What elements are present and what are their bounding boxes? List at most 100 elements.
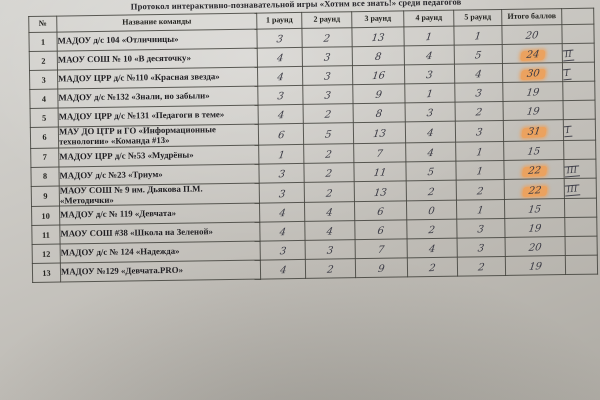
round-score: 2 bbox=[303, 162, 355, 183]
total-score: 20 bbox=[505, 236, 566, 257]
round-score: 5 bbox=[405, 160, 457, 181]
place-margin-cell: III bbox=[563, 158, 597, 179]
round-score: 1 bbox=[455, 141, 504, 161]
row-number: 12 bbox=[32, 244, 61, 264]
handwritten-score: 6 bbox=[277, 129, 285, 142]
handwritten-score: 4 bbox=[426, 127, 435, 140]
round-score: 3 bbox=[259, 182, 305, 204]
round-score: 2 bbox=[406, 219, 458, 240]
place-margin-cell: I bbox=[563, 119, 596, 141]
row-number: 13 bbox=[32, 263, 61, 283]
round-score: 5 bbox=[454, 44, 503, 65]
handwritten-score: 2 bbox=[324, 109, 333, 121]
handwritten-total: 15 bbox=[526, 145, 541, 158]
round-score: 2 bbox=[301, 27, 353, 48]
handwritten-total: 19 bbox=[526, 106, 541, 118]
place-margin-cell bbox=[564, 217, 598, 237]
handwritten-score: 2 bbox=[428, 263, 437, 275]
round-score: 4 bbox=[258, 104, 304, 125]
row-number: 8 bbox=[30, 166, 60, 187]
handwritten-score: 9 bbox=[375, 89, 383, 101]
handwritten-score: 3 bbox=[323, 52, 332, 64]
place-margin-cell: II bbox=[562, 43, 595, 63]
round-score: 0 bbox=[406, 200, 457, 221]
handwritten-score: 4 bbox=[276, 53, 284, 65]
handwritten-score: 9 bbox=[377, 263, 386, 276]
round-score: 4 bbox=[259, 221, 306, 242]
handwritten-score: 1 bbox=[474, 31, 483, 43]
total-score: 20 bbox=[501, 24, 563, 45]
handwritten-score: 3 bbox=[278, 188, 286, 200]
place-roman-numeral: III bbox=[564, 165, 580, 178]
round-score: 4 bbox=[304, 221, 356, 241]
total-score: 30 bbox=[502, 62, 563, 83]
round-score: 5 bbox=[303, 122, 354, 145]
round-score: 6 bbox=[258, 123, 304, 145]
round-score: 4 bbox=[260, 259, 306, 280]
round-score: 6 bbox=[354, 201, 407, 222]
handwritten-score: 5 bbox=[474, 50, 483, 62]
handwritten-score: 5 bbox=[324, 129, 333, 141]
round-score: 3 bbox=[404, 64, 455, 84]
round-score: 1 bbox=[404, 83, 456, 103]
margin-column bbox=[561, 8, 594, 25]
round-score: 7 bbox=[355, 239, 408, 260]
column-header: № bbox=[28, 16, 57, 33]
round-score: 4 bbox=[407, 238, 458, 259]
handwritten-score: 4 bbox=[428, 244, 437, 256]
protocol-table: № Название команды 1 раунд 2 раунд 3 раунд 4 … bbox=[28, 8, 598, 284]
handwritten-score: 3 bbox=[326, 245, 335, 258]
round-score: 4 bbox=[404, 45, 455, 65]
handwritten-score: 8 bbox=[375, 108, 384, 120]
handwritten-score: 3 bbox=[276, 91, 285, 103]
place-roman-numeral: I bbox=[562, 68, 572, 81]
round-score: 2 bbox=[303, 143, 354, 164]
handwritten-score: 3 bbox=[425, 69, 434, 82]
handwritten-score: 3 bbox=[475, 88, 483, 100]
team-name: МАУ ДО ЦТР и ГО «Информационные технолог… bbox=[58, 124, 259, 148]
total-score: 19 bbox=[505, 255, 566, 276]
place-margin-cell: III bbox=[564, 177, 597, 199]
round-score: 2 bbox=[456, 179, 505, 201]
handwritten-score: 2 bbox=[325, 187, 334, 200]
handwritten-score: 0 bbox=[427, 206, 436, 218]
handwritten-score: 6 bbox=[377, 225, 385, 238]
round-score: 6 bbox=[354, 220, 408, 241]
handwritten-score: 4 bbox=[278, 227, 287, 239]
handwritten-score: 1 bbox=[476, 205, 485, 217]
round-score: 3 bbox=[256, 28, 303, 49]
handwritten-score: 16 bbox=[371, 70, 386, 83]
handwritten-score: 1 bbox=[425, 31, 434, 44]
row-number: 3 bbox=[29, 70, 58, 90]
row-number: 11 bbox=[31, 225, 61, 245]
round-score: 3 bbox=[302, 84, 354, 105]
total-score: 15 bbox=[504, 198, 565, 219]
handwritten-score: 13 bbox=[372, 128, 387, 140]
round-score: 13 bbox=[354, 180, 407, 203]
handwritten-score: 4 bbox=[326, 226, 334, 239]
handwritten-total: 20 bbox=[528, 242, 543, 255]
handwritten-score: 1 bbox=[277, 149, 286, 162]
total-score: 31 bbox=[503, 119, 564, 142]
row-number: 1 bbox=[28, 32, 58, 52]
handwritten-score: 3 bbox=[277, 168, 286, 181]
handwritten-total: 19 bbox=[525, 87, 541, 99]
handwritten-score: 13 bbox=[373, 186, 388, 199]
row-number: 4 bbox=[29, 89, 59, 109]
highlighted-total: 22 bbox=[521, 165, 547, 177]
handwritten-score: 1 bbox=[476, 165, 485, 178]
handwritten-score: 3 bbox=[426, 107, 435, 120]
round-score: 13 bbox=[351, 26, 405, 47]
round-score: 1 bbox=[456, 199, 505, 220]
highlighted-total: 22 bbox=[521, 185, 548, 197]
total-score: 15 bbox=[503, 140, 564, 161]
round-score: 2 bbox=[407, 257, 458, 278]
handwritten-score: 2 bbox=[428, 225, 436, 237]
handwritten-score: 2 bbox=[475, 107, 484, 119]
round-score: 4 bbox=[405, 141, 456, 162]
round-score: 1 bbox=[453, 25, 503, 46]
round-score: 4 bbox=[304, 202, 355, 222]
handwritten-score: 1 bbox=[475, 146, 484, 159]
row-number: 10 bbox=[31, 206, 60, 226]
